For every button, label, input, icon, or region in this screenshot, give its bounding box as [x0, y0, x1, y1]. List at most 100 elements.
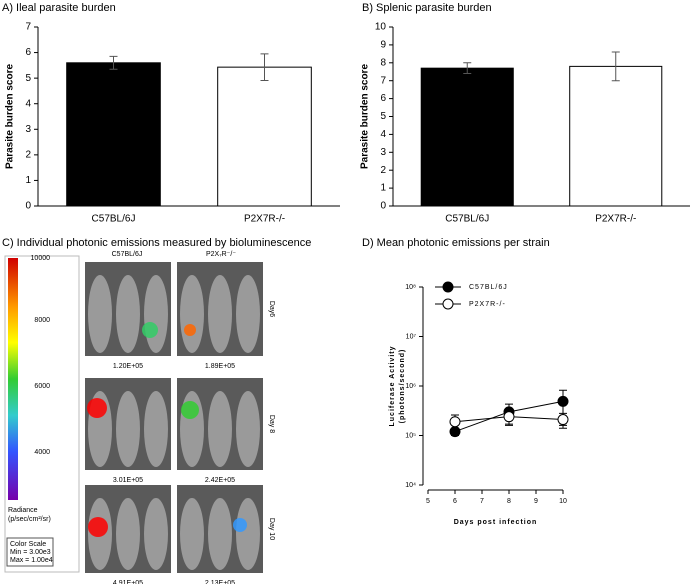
signal: [233, 518, 247, 532]
y-tick-label: 3: [25, 124, 31, 135]
day-label: Day6: [268, 301, 275, 317]
color-scale-box: [6, 537, 54, 567]
y-tick-label: 4: [380, 129, 386, 140]
mouse: [180, 275, 204, 353]
y-tick-label: 10⁴: [405, 482, 416, 489]
y-tick-label: 5: [380, 111, 386, 122]
y-tick-label: 1: [380, 183, 386, 194]
error-bar: [260, 53, 269, 81]
mouse: [144, 498, 168, 570]
x-tick-label: P2X7R-/-: [595, 214, 636, 225]
y-tick-label: 0: [25, 201, 31, 212]
mouse: [236, 498, 260, 570]
y-axis-label: Parasite burden score: [360, 64, 371, 169]
x-tick-label: P2X7R-/-: [244, 214, 285, 225]
mouse: [116, 498, 140, 570]
x-axis-label: Days post infection: [454, 519, 538, 526]
y-tick-label: 5: [25, 73, 31, 84]
bar: [420, 67, 514, 207]
y-tick-label: 0: [380, 201, 386, 212]
legend-marker: [442, 298, 454, 310]
panel-title: C) Individual photonic emissions measure…: [2, 237, 311, 249]
colorbar-tick: 4000: [34, 449, 50, 456]
emission-label: 1.20E+05: [113, 363, 143, 370]
y-tick-label: 10⁸: [405, 284, 416, 291]
bar: [217, 66, 312, 207]
mouse: [88, 275, 112, 353]
y-tick-label: 6: [25, 47, 31, 58]
y-tick-label: 2: [380, 165, 386, 176]
panel-c: C) Individual photonic emissions measure…: [2, 237, 311, 573]
emission-label: 3.01E+05: [113, 477, 143, 484]
y-axis-label: (photons/second): [399, 349, 406, 424]
colorbar-tick: 6000: [34, 383, 50, 390]
x-tick-label: C57BL/6J: [445, 214, 489, 225]
emission-label: 1.89E+05: [205, 363, 235, 370]
mouse: [116, 275, 140, 353]
column-header: C57BL/6J: [112, 251, 143, 258]
colorbar-tick: 10000: [31, 255, 51, 262]
chart-title: A) Ileal parasite burden: [2, 2, 116, 14]
signal: [184, 324, 196, 336]
mouse: [208, 275, 232, 353]
color-scale-text: Max = 1.00e4: [10, 557, 53, 564]
emission-label: 4.91E+05: [113, 580, 143, 584]
x-tick-label: 9: [534, 498, 538, 505]
colorbar-tick: 8000: [34, 317, 50, 324]
colorbar-label: (p/sec/cm²/sr): [8, 516, 51, 523]
mouse: [144, 275, 168, 353]
y-tick-label: 6: [380, 93, 386, 104]
signal: [87, 398, 107, 418]
x-tick-label: 10: [559, 498, 567, 505]
point: [557, 414, 569, 426]
colorbar-label: Radiance: [8, 507, 38, 514]
legend-label: C57BL/6J: [469, 284, 508, 291]
column-header: P2X₇R⁻/⁻: [206, 251, 236, 258]
y-tick-label: 3: [380, 147, 386, 158]
chart-title: B) Splenic parasite burden: [362, 2, 492, 14]
x-tick-label: C57BL/6J: [92, 214, 136, 225]
bar: [569, 65, 663, 207]
signal: [142, 322, 158, 338]
color-scale-text: Min = 3.00e3: [10, 549, 51, 556]
chart-title: D) Mean photonic emissions per strain: [362, 237, 550, 249]
bar: [66, 62, 161, 207]
y-tick-label: 8: [380, 57, 386, 68]
x-tick-label: 7: [480, 498, 484, 505]
y-tick-label: 10⁷: [406, 333, 417, 340]
y-tick-label: 7: [25, 22, 31, 33]
y-tick-label: 7: [380, 75, 386, 86]
colorbar: [8, 258, 18, 500]
signal: [181, 401, 199, 419]
y-tick-label: 10⁵: [405, 432, 416, 439]
y-axis-label: Parasite burden score: [5, 64, 16, 169]
x-tick-label: 5: [426, 498, 430, 505]
mouse: [236, 391, 260, 467]
mouse: [180, 498, 204, 570]
emission-label: 2.42E+05: [205, 477, 235, 484]
mouse: [236, 275, 260, 353]
signal: [88, 517, 108, 537]
x-tick-label: 6: [453, 498, 457, 505]
day-label: Day 8: [268, 415, 275, 433]
legend-marker: [442, 281, 454, 293]
error-bar: [463, 62, 472, 75]
point: [503, 411, 515, 423]
y-tick-label: 1: [25, 175, 31, 186]
y-tick-label: 4: [25, 98, 31, 109]
emission-label: 2.13E+05: [205, 580, 235, 584]
y-tick-label: 10: [375, 22, 387, 33]
legend-label: P2X7R-/-: [469, 301, 506, 308]
y-tick-label: 10⁶: [405, 383, 416, 390]
color-scale-text: Color Scale: [10, 541, 46, 548]
error-bar: [109, 55, 118, 70]
mouse: [208, 498, 232, 570]
x-tick-label: 8: [507, 498, 511, 505]
y-axis-label: Luciferase Activity: [389, 346, 396, 427]
mouse: [144, 391, 168, 467]
day-label: Day 10: [268, 518, 275, 540]
y-tick-label: 2: [25, 149, 31, 160]
mouse: [116, 391, 140, 467]
point: [557, 395, 569, 407]
